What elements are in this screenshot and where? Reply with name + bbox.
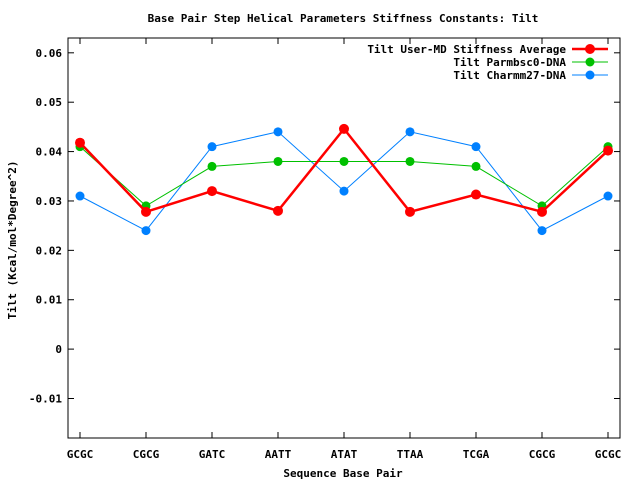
legend-swatch-marker [585,44,595,54]
x-tick-label: ATAT [331,448,358,461]
y-tick-label: 0.01 [36,294,63,307]
data-point [273,205,283,216]
data-point [405,156,415,166]
legend-swatch-marker [585,70,595,80]
data-point [75,191,85,201]
data-point [339,123,349,134]
data-point [405,206,415,217]
series-line [79,126,609,214]
data-point [207,186,217,197]
data-point [537,206,547,217]
data-point [339,156,349,166]
legend-label: Tilt Charmm27-DNA [453,69,566,82]
y-tick-label: 0 [55,343,62,356]
data-point [603,145,613,156]
y-axis-label: Tilt (Kcal/mol*Degree^2) [6,161,19,320]
x-tick-label: GCGC [67,448,94,461]
chart-title: Base Pair Step Helical Parameters Stiffn… [148,12,539,25]
series-2 [75,127,613,236]
y-tick-label: 0.04 [36,146,63,159]
x-tick-label: TCGA [463,448,490,461]
y-tick-label: 0.03 [36,195,63,208]
y-tick-label: 0.05 [36,96,63,109]
data-point [405,127,415,137]
data-point [207,161,217,171]
data-point [141,226,151,236]
data-point [141,206,151,217]
data-point [75,137,85,148]
data-point [471,142,481,152]
x-tick-label: GATC [199,448,226,461]
y-tick-label: 0.02 [36,244,63,257]
legend-label: Tilt User-MD Stiffness Average [367,43,566,56]
y-tick-label: 0.06 [36,47,63,60]
x-tick-label: CGCG [529,448,556,461]
x-axis-ticks: GCGC CGCG GATC AATT ATAT TTAA TCGA CGCG GCGC [67,38,622,461]
x-tick-label: CGCG [133,448,160,461]
legend-swatch-marker [585,57,595,67]
legend-label: Tilt Parmbsc0-DNA [453,56,566,69]
data-point [603,191,613,201]
data-point [207,142,217,152]
data-point [471,189,481,200]
series-line [79,131,609,232]
series-line [79,146,609,207]
data-point [339,186,349,196]
y-axis-ticks: -0.01 0 0.01 0.02 0.03 0.04 0.05 0.06 [29,47,620,405]
series-0 [75,123,613,217]
series-1 [75,142,613,211]
x-tick-label: GCGC [595,448,622,461]
series-layer [75,123,613,236]
x-axis-label: Sequence Base Pair [283,467,403,480]
y-tick-label: -0.01 [29,392,62,405]
data-point [273,156,283,166]
plot-frame [67,37,621,439]
data-point [273,127,283,137]
x-tick-label: AATT [265,448,292,461]
data-point [471,161,481,171]
data-point [537,226,547,236]
x-tick-label: TTAA [397,448,424,461]
